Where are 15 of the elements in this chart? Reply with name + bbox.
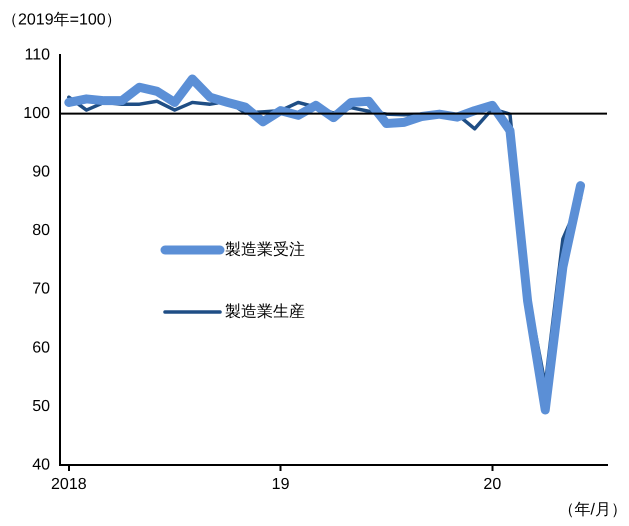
- y-tick-label: 90: [32, 164, 50, 181]
- x-tick-label: 2018: [51, 476, 87, 494]
- y-tick-label: 50: [32, 398, 50, 415]
- legend-label: 製造業生産: [225, 302, 305, 320]
- y-tick-label: 100: [23, 104, 50, 122]
- y-tick-label: 80: [32, 222, 50, 240]
- x-axis-title: （年/月）: [558, 501, 627, 518]
- y-tick-label: 70: [32, 280, 50, 298]
- legend-label: 製造業受注: [225, 240, 305, 258]
- y-axis-title: （2019年=100）: [2, 11, 122, 28]
- x-tick-label: 20: [483, 476, 502, 494]
- y-tick-label: 110: [24, 46, 50, 64]
- x-tick-label: 19: [272, 476, 290, 494]
- y-tick-label: 40: [32, 456, 50, 474]
- y-tick-label: 60: [32, 339, 50, 356]
